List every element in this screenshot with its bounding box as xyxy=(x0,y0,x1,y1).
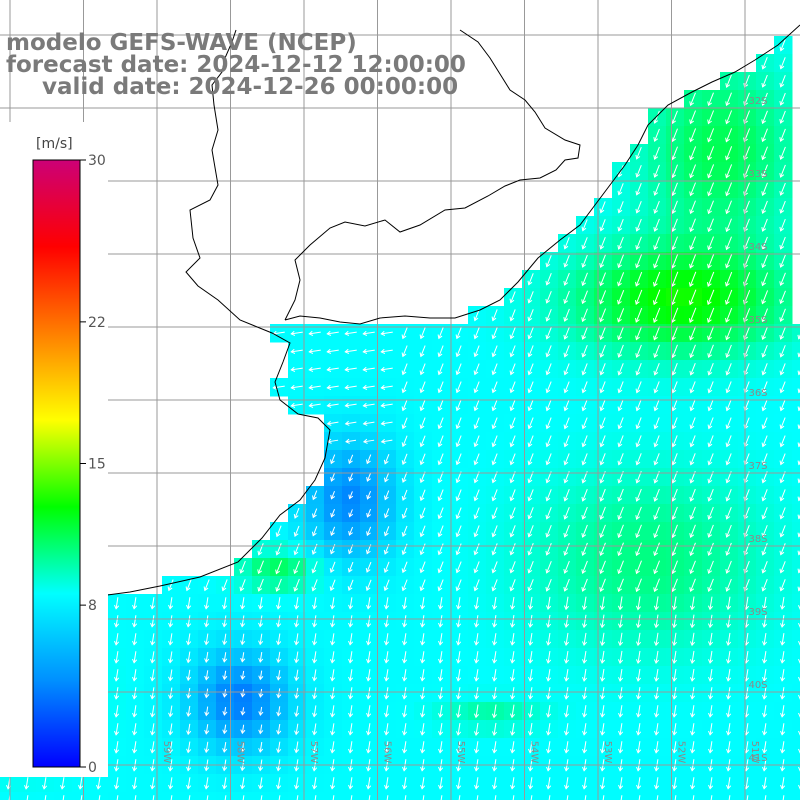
color-scale-tick-label: 30 xyxy=(88,153,106,169)
wind-cell xyxy=(792,684,800,703)
wind-cell xyxy=(792,792,800,800)
lon-label: 55W xyxy=(455,741,466,764)
wind-cell xyxy=(792,378,800,397)
lat-label: 32S xyxy=(748,96,767,107)
lon-label: 59W xyxy=(161,741,172,764)
lat-label: 34S xyxy=(748,242,767,253)
wind-cell xyxy=(792,702,800,721)
color-scale-gradient xyxy=(33,160,80,767)
color-scale-tick-label: 22 xyxy=(88,315,106,331)
lon-label: 53W xyxy=(602,741,613,764)
color-scale-tick-label: 8 xyxy=(88,598,97,614)
lat-label: 36S xyxy=(748,388,767,399)
wind-cell xyxy=(792,612,800,631)
wind-cell xyxy=(792,738,800,757)
wind-cell xyxy=(792,666,800,685)
wind-cell xyxy=(792,450,800,469)
wind-cell xyxy=(792,540,800,559)
lon-label: 56W xyxy=(382,741,393,764)
lon-label: 57W xyxy=(308,741,319,764)
wind-cell xyxy=(792,774,800,793)
color-scale-tick-label: 15 xyxy=(88,457,106,473)
lon-label: 54W xyxy=(529,741,540,764)
lon-label: 52W xyxy=(676,741,687,764)
wind-cell xyxy=(792,648,800,667)
wind-cell xyxy=(792,522,800,541)
wind-cell xyxy=(792,396,800,415)
wind-cell xyxy=(792,432,800,451)
wind-speed-field xyxy=(0,36,800,800)
lat-label: 37S xyxy=(748,461,767,472)
wind-cell xyxy=(792,558,800,577)
wind-cell xyxy=(792,576,800,595)
wind-cell xyxy=(792,414,800,433)
wind-cell xyxy=(792,720,800,739)
lat-label: 40S xyxy=(748,680,767,691)
valid-date: valid date: 2024-12-26 00:00:00 xyxy=(42,76,458,99)
color-scale-bar: [m/s] 30 22 15 8 0 xyxy=(0,122,108,777)
lon-label: 58W xyxy=(235,741,246,764)
wind-cell xyxy=(792,594,800,613)
lat-label: 38S xyxy=(748,534,767,545)
color-scale-unit: [m/s] xyxy=(36,136,73,152)
lat-label: 33S xyxy=(748,169,767,180)
lat-label: 35S xyxy=(748,315,767,326)
wind-cell xyxy=(792,468,800,487)
wind-cell xyxy=(792,486,800,505)
wind-cell xyxy=(792,630,800,649)
wind-cell xyxy=(792,342,800,361)
lon-label: 51W xyxy=(749,741,760,764)
wind-cell xyxy=(792,360,800,379)
wind-cell xyxy=(792,504,800,523)
lat-label: 39S xyxy=(748,607,767,618)
color-scale-tick-label: 0 xyxy=(88,760,97,776)
